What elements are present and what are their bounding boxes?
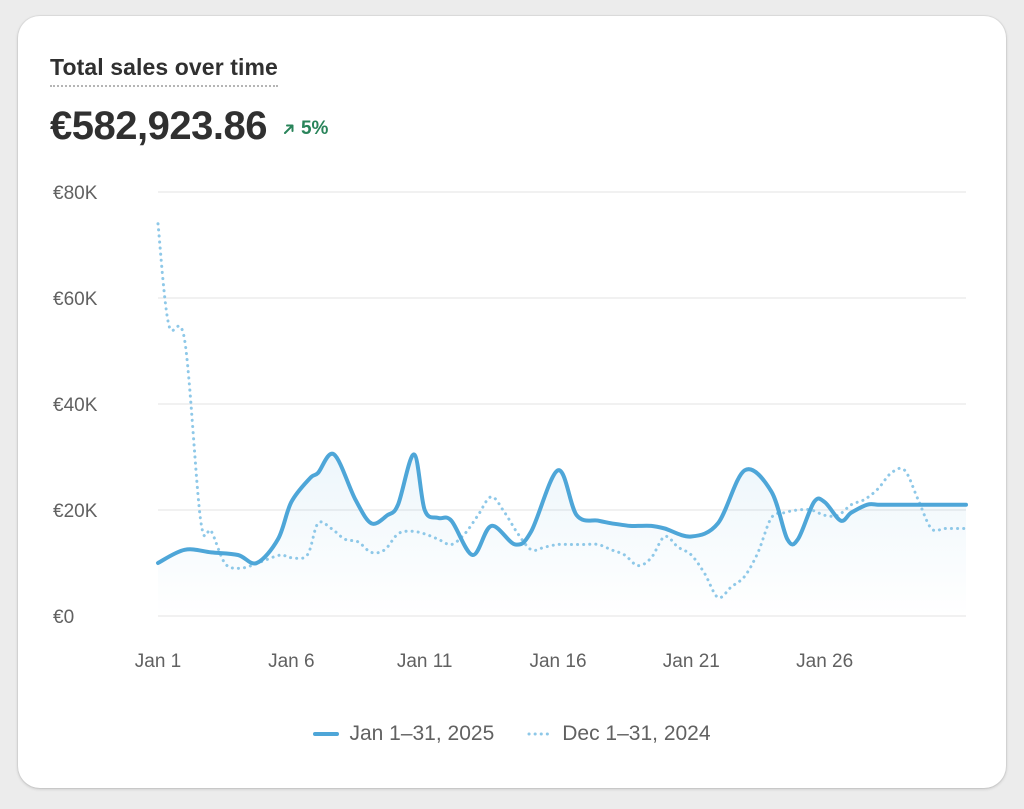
legend-label-current: Jan 1–31, 2025 [349,722,495,745]
x-tick-label: Jan 21 [663,651,720,672]
x-tick-label: Jan 26 [796,651,853,672]
solid-line-swatch [313,732,340,736]
y-tick-label: €20K [53,501,98,522]
change-percent: 5% [300,117,329,139]
y-tick-label: €40K [53,395,98,416]
x-tick-label: Jan 1 [135,651,181,672]
series-line-current [156,451,968,566]
sales-card: Total sales over time €582,923.86 5% €0 €… [18,16,1006,788]
sales-line-chart[interactable]: €0 €20K €40K €60K €80K Jan 1 Jan 6 Jan 11 Jan 16… [18,16,1006,716]
legend-label-previous: Dec 1–31, 2024 [562,722,711,745]
x-tick-label: Jan 16 [529,651,586,672]
y-tick-label: €60K [53,289,98,310]
legend-item-previous[interactable]: Dec 1–31, 2024 [526,722,711,746]
change-badge: 5% [283,118,328,140]
dotted-line-swatch [527,732,552,736]
card-title[interactable]: Total sales over time [50,54,278,87]
chart-legend: Jan 1–31, 2025 Dec 1–31, 2024 [18,722,1006,746]
legend-item-current[interactable]: Jan 1–31, 2025 [313,722,494,746]
y-tick-label: €0 [53,607,74,628]
arrow-up-right-icon [283,124,294,134]
y-tick-label: €80K [53,183,98,204]
total-row: €582,923.86 5% [50,104,328,149]
x-tick-label: Jan 6 [268,651,314,672]
total-sales-value: €582,923.86 [50,104,267,148]
series-area-current [158,453,966,616]
x-tick-label: Jan 11 [397,651,453,672]
